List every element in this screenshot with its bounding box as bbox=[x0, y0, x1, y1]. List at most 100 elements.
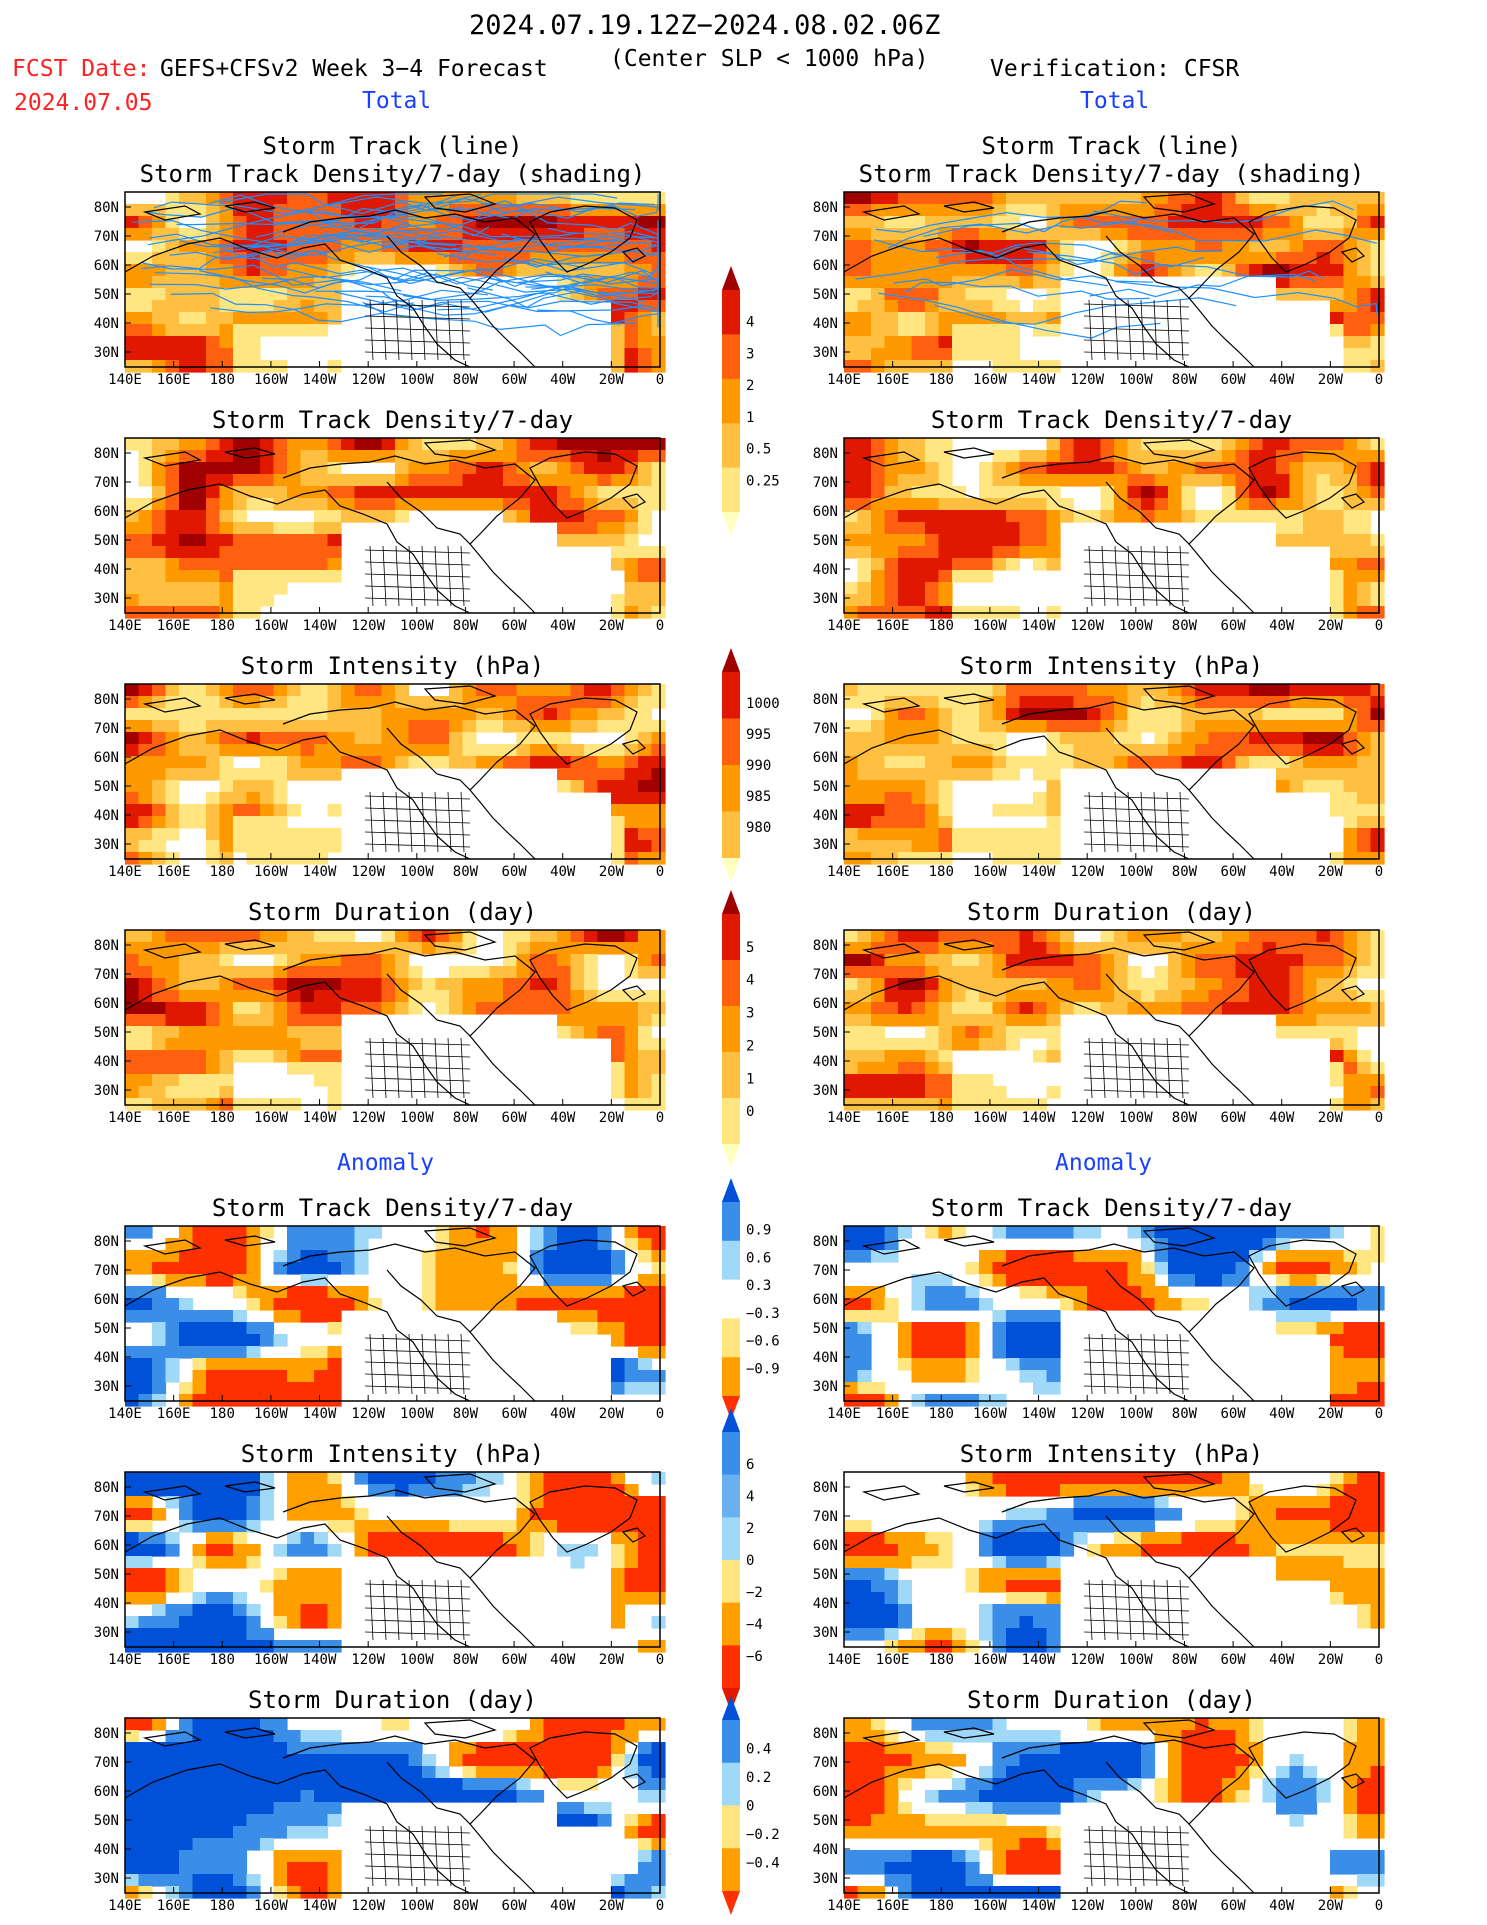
cell bbox=[287, 828, 302, 841]
cell bbox=[287, 486, 302, 499]
cell bbox=[246, 1496, 261, 1509]
lon-tick-label: 80W bbox=[1172, 618, 1198, 634]
cell bbox=[192, 1370, 207, 1383]
cell bbox=[557, 1472, 572, 1485]
cell bbox=[354, 966, 369, 979]
cell bbox=[138, 474, 153, 487]
cell bbox=[125, 1226, 140, 1239]
cell bbox=[489, 966, 504, 979]
lon-tick-label: 80W bbox=[453, 372, 479, 388]
cell bbox=[1208, 462, 1223, 475]
cell bbox=[503, 720, 518, 733]
lon-tick-label: 160W bbox=[254, 1110, 288, 1126]
cell bbox=[911, 498, 926, 511]
cell bbox=[1181, 756, 1196, 769]
cell bbox=[1006, 966, 1021, 979]
cell bbox=[192, 990, 207, 1003]
cell bbox=[219, 546, 234, 559]
state-line bbox=[364, 597, 471, 602]
cell bbox=[125, 1062, 140, 1075]
cell bbox=[1046, 228, 1061, 241]
cell bbox=[884, 1014, 899, 1027]
cell bbox=[1114, 756, 1129, 769]
lon-tick-label: 20W bbox=[599, 1110, 625, 1126]
cell bbox=[844, 228, 859, 241]
cell bbox=[1235, 930, 1250, 943]
cell bbox=[1343, 498, 1358, 511]
coastline bbox=[943, 201, 995, 213]
cell bbox=[611, 816, 626, 829]
cell bbox=[1316, 192, 1331, 205]
cell bbox=[979, 264, 994, 277]
cell bbox=[179, 1628, 194, 1641]
cell bbox=[1114, 240, 1129, 253]
cell bbox=[206, 1592, 221, 1605]
coastline bbox=[423, 1473, 497, 1493]
state-line bbox=[395, 299, 400, 361]
cell bbox=[206, 1544, 221, 1557]
cell bbox=[611, 462, 626, 475]
cell bbox=[611, 336, 626, 349]
cell bbox=[952, 684, 967, 697]
cell bbox=[1114, 1002, 1129, 1015]
lon-tick-label: 60W bbox=[1220, 1110, 1246, 1126]
state-line bbox=[382, 299, 387, 361]
cell bbox=[516, 228, 531, 241]
cell bbox=[871, 1002, 886, 1015]
cell bbox=[570, 1026, 585, 1039]
cell bbox=[1289, 780, 1304, 793]
track-line bbox=[362, 301, 637, 337]
cell bbox=[179, 1334, 194, 1347]
cell bbox=[1114, 498, 1129, 511]
cell bbox=[1276, 522, 1291, 535]
state-line bbox=[1101, 299, 1106, 361]
cell bbox=[1357, 1262, 1372, 1275]
cell bbox=[327, 1262, 342, 1275]
cell bbox=[327, 1322, 342, 1335]
cell bbox=[341, 1250, 356, 1263]
cell bbox=[1357, 1382, 1372, 1395]
cell bbox=[1316, 732, 1331, 745]
cell bbox=[925, 732, 940, 745]
cell bbox=[341, 1002, 356, 1015]
cell bbox=[246, 990, 261, 1003]
cell bbox=[341, 966, 356, 979]
lon-tick-label: 120W bbox=[351, 864, 385, 880]
cell bbox=[530, 978, 545, 991]
cell bbox=[979, 546, 994, 559]
cell bbox=[884, 942, 899, 955]
cell bbox=[965, 300, 980, 313]
lon-tick-label: 160E bbox=[157, 618, 191, 634]
cell bbox=[530, 486, 545, 499]
cell bbox=[273, 1310, 288, 1323]
cell bbox=[206, 1250, 221, 1263]
cell bbox=[287, 732, 302, 745]
lon-tick-label: 180 bbox=[210, 1110, 235, 1126]
cell bbox=[570, 1520, 585, 1533]
cell bbox=[992, 756, 1007, 769]
cell bbox=[911, 510, 926, 523]
cell bbox=[925, 546, 940, 559]
subtitle: (Center SLP < 1000 hPa) bbox=[610, 46, 929, 72]
cell bbox=[1222, 930, 1237, 943]
cell bbox=[925, 1062, 940, 1075]
cell bbox=[1276, 216, 1291, 229]
cell bbox=[857, 1334, 872, 1347]
cell bbox=[503, 486, 518, 499]
cell bbox=[327, 1074, 342, 1087]
cell bbox=[584, 1544, 599, 1557]
cell bbox=[911, 336, 926, 349]
cell bbox=[611, 474, 626, 487]
cell bbox=[1127, 696, 1142, 709]
cell bbox=[273, 1358, 288, 1371]
cell bbox=[435, 474, 450, 487]
cell bbox=[1127, 1250, 1142, 1263]
cell bbox=[489, 1250, 504, 1263]
cell bbox=[938, 264, 953, 277]
cell bbox=[395, 1002, 410, 1015]
cell bbox=[516, 720, 531, 733]
cell bbox=[125, 1592, 140, 1605]
track-line bbox=[334, 290, 581, 313]
cell bbox=[165, 1346, 180, 1359]
cell bbox=[557, 486, 572, 499]
